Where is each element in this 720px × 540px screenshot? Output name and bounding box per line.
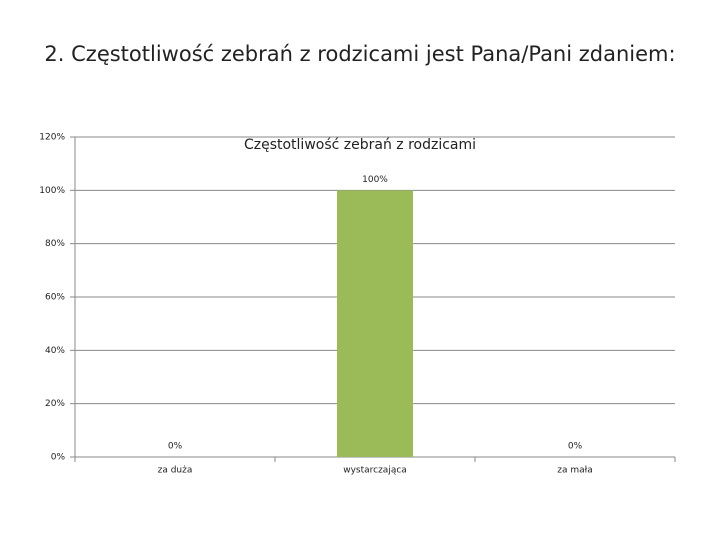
data-label: 0% <box>568 442 583 452</box>
y-tick-label: 120% <box>39 133 65 143</box>
y-tick-label: 0% <box>51 453 66 463</box>
y-tick-label: 60% <box>45 293 65 303</box>
x-tick-label: wystarczająca <box>343 466 407 476</box>
bar <box>337 190 413 458</box>
chart-title: Częstotliwość zebrań z rodzicami <box>244 137 476 153</box>
slide-title: 2. Częstotliwość zebrań z rodzicami jest… <box>44 42 675 66</box>
y-tick-label: 100% <box>39 186 65 196</box>
data-label: 100% <box>362 175 388 185</box>
y-tick-label: 20% <box>45 399 65 409</box>
y-tick-label: 40% <box>45 346 65 356</box>
x-tick-label: za duża <box>158 466 193 476</box>
data-label: 0% <box>168 442 183 452</box>
x-tick-label: za mała <box>557 466 592 476</box>
y-tick-label: 80% <box>45 239 65 249</box>
